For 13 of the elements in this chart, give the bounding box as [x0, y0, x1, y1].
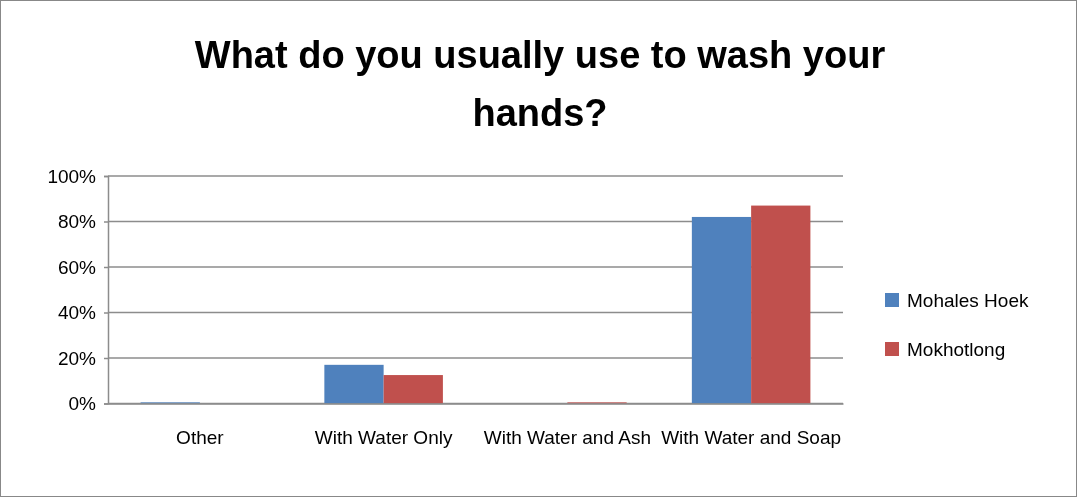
x-tick-label: With Water and Ash — [483, 427, 651, 448]
chart-title: What do you usually use to wash your hands? — [194, 34, 886, 134]
y-tick-label: 60% — [57, 256, 97, 278]
legend-label: Mohales Hoek — [907, 289, 1029, 311]
x-tick-label: Other — [176, 427, 225, 448]
x-tick-label: With Water Only — [314, 427, 453, 448]
y-tick-label: 100% — [47, 165, 97, 187]
y-tick-label: 80% — [57, 211, 97, 233]
x-tick-label: With Water and Soap — [661, 427, 842, 448]
y-tick-label: 40% — [57, 302, 97, 324]
y-tick-label: 20% — [57, 347, 97, 369]
y-tick-label: 0% — [68, 393, 97, 415]
legend-label: Mokhotlong — [907, 338, 1006, 360]
